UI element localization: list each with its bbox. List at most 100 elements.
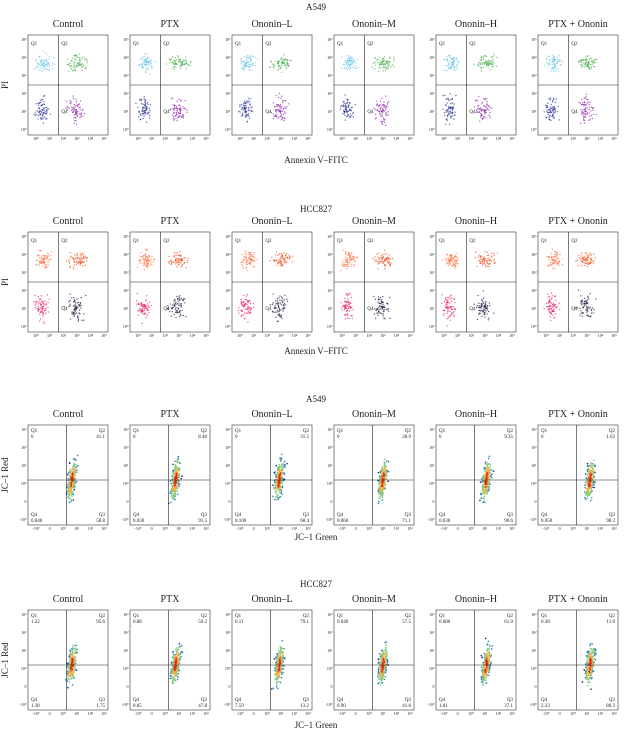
- event-dot: [170, 315, 173, 317]
- event-dot: [452, 312, 454, 314]
- event-dot: [175, 62, 177, 65]
- event-dot: [146, 106, 148, 108]
- event-dot: [580, 260, 582, 262]
- event-dot: [586, 311, 588, 313]
- event-dot: [281, 480, 284, 483]
- event-dot: [377, 500, 380, 503]
- event-dot: [348, 251, 350, 254]
- event-dot: [42, 302, 45, 305]
- event-dot: [277, 475, 279, 477]
- event-dot: [589, 115, 591, 117]
- event-dot: [82, 254, 85, 256]
- event-dot: [490, 56, 493, 58]
- event-dot: [589, 293, 591, 295]
- event-dot: [281, 301, 284, 304]
- event-dot: [545, 302, 548, 305]
- event-dot: [43, 263, 46, 265]
- plot: [537, 34, 619, 136]
- event-dot: [554, 66, 556, 69]
- event-dot: [273, 115, 275, 118]
- event-dot: [387, 68, 389, 70]
- event-dot: [73, 61, 76, 64]
- event-dot: [149, 73, 151, 76]
- event-dot: [148, 114, 151, 117]
- event-dot: [343, 112, 346, 114]
- event-dot: [277, 485, 280, 488]
- event-dot: [388, 100, 390, 103]
- event-dot: [584, 59, 587, 61]
- event-dot: [282, 60, 284, 63]
- quadrant-label: Q4: [571, 307, 578, 312]
- event-dot: [42, 103, 45, 105]
- event-dot: [148, 256, 151, 258]
- event-dot: [381, 488, 384, 491]
- event-dot: [488, 265, 490, 268]
- event-dot: [37, 254, 40, 256]
- event-dot: [453, 262, 456, 264]
- event-dot: [453, 103, 455, 105]
- event-dot: [185, 62, 187, 64]
- event-dot: [39, 113, 42, 116]
- event-dot: [36, 110, 38, 112]
- event-dot: [453, 65, 455, 68]
- event-dot: [546, 58, 548, 61]
- event-dot: [385, 258, 388, 261]
- event-dot: [292, 255, 294, 257]
- x-tick-label: 0: [151, 526, 153, 531]
- event-dot: [272, 310, 274, 312]
- event-dot: [142, 113, 144, 116]
- event-dot: [490, 60, 492, 63]
- event-dot: [486, 308, 488, 311]
- event-dot: [141, 67, 143, 69]
- event-dot: [476, 318, 479, 321]
- event-dot: [38, 261, 41, 263]
- event-dot: [578, 254, 580, 257]
- event-dot: [245, 116, 247, 118]
- event-dot: [81, 257, 83, 260]
- event-dot: [595, 113, 597, 116]
- event-dot: [142, 117, 144, 120]
- event-dot: [346, 59, 349, 61]
- event-dot: [477, 61, 480, 64]
- event-dot: [342, 63, 345, 66]
- event-dot: [479, 499, 481, 502]
- event-dot: [275, 115, 278, 117]
- event-dot: [346, 267, 348, 270]
- event-dot: [487, 457, 490, 460]
- event-dot: [242, 267, 245, 270]
- event-dot: [179, 112, 182, 115]
- event-dot: [85, 67, 87, 69]
- event-dot: [583, 297, 586, 300]
- event-dot: [381, 478, 384, 480]
- event-dot: [48, 259, 50, 261]
- event-dot: [557, 262, 559, 265]
- event-dot: [382, 480, 384, 482]
- event-dot: [286, 298, 288, 300]
- event-dot: [584, 116, 587, 118]
- event-dot: [75, 55, 78, 57]
- event-dot: [445, 98, 448, 100]
- event-dot: [142, 264, 145, 267]
- event-dot: [144, 109, 146, 112]
- event-dot: [243, 101, 246, 104]
- quadrant-label: Q4: [265, 110, 272, 115]
- event-dot: [384, 61, 387, 63]
- y-tick-label: 10²: [327, 91, 333, 96]
- event-dot: [42, 311, 44, 313]
- event-dot: [36, 259, 39, 261]
- event-dot: [144, 58, 146, 60]
- event-dot: [343, 63, 346, 66]
- event-dot: [136, 266, 139, 269]
- event-dot: [346, 317, 349, 319]
- event-dot: [146, 250, 148, 252]
- event-dot: [286, 256, 288, 258]
- event-dot: [184, 100, 186, 102]
- y-tick-label: 10⁴: [327, 252, 333, 257]
- event-dot: [449, 298, 451, 300]
- event-dot: [75, 101, 78, 103]
- event-dot: [44, 64, 46, 66]
- event-dot: [580, 264, 583, 267]
- plot-frame: [231, 424, 313, 526]
- x-tick-label: 10⁵: [203, 136, 209, 141]
- event-dot: [47, 306, 49, 308]
